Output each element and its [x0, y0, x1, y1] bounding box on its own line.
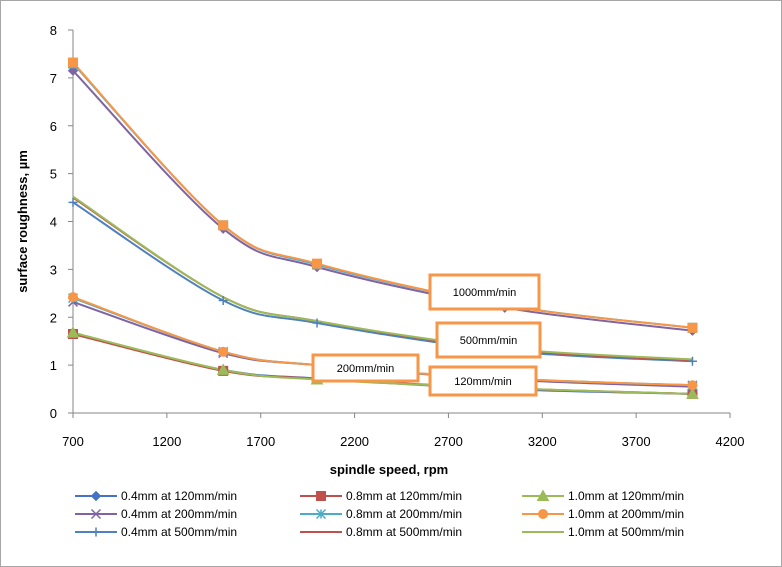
data-point	[66, 326, 80, 338]
y-tick-label: 4	[50, 215, 57, 230]
annotation-box	[311, 353, 420, 383]
legend-item-label: 0.4mm at 120mm/min	[121, 489, 237, 503]
x-tick-label: 1700	[246, 434, 275, 449]
data-point	[216, 363, 230, 375]
legend-swatch-marker	[90, 508, 102, 520]
legend-item-label: 0.8mm at 120mm/min	[346, 489, 462, 503]
legend-item-label: 1.0mm at 120mm/min	[568, 489, 684, 503]
data-point	[312, 318, 322, 328]
data-point	[68, 57, 78, 68]
legend-swatch-marker	[316, 491, 326, 501]
legend-swatch-marker	[536, 489, 550, 501]
legend-item-label: 0.8mm at 500mm/min	[346, 525, 462, 539]
y-axis-label: surface roughness, µm	[15, 150, 30, 293]
x-tick-label: 4200	[716, 434, 745, 449]
annotation-label: 1000mm/min	[453, 287, 517, 299]
legend-swatch-marker	[315, 508, 327, 520]
series-line	[72, 195, 693, 361]
legend: 0.4mm at 120mm/min 0.8mm at 120mm/min 1.0m…	[75, 489, 684, 539]
x-tick-label: 2700	[434, 434, 463, 449]
data-point	[68, 292, 78, 303]
series-line	[72, 70, 693, 332]
data-point	[68, 197, 78, 207]
annotation-box	[428, 273, 541, 311]
series-lines	[72, 61, 693, 395]
data-point	[218, 346, 229, 357]
series-markers	[66, 57, 699, 400]
data-point	[687, 356, 697, 366]
y-tick-label: 5	[50, 167, 57, 182]
data-point	[687, 380, 698, 391]
data-point	[687, 322, 698, 333]
annotation-label: 200mm/min	[337, 363, 394, 375]
annotation-label: 500mm/min	[460, 335, 517, 347]
legend-item-label: 1.0mm at 500mm/min	[568, 525, 684, 539]
y-tick-label: 8	[50, 23, 57, 38]
x-tick-labels: 700 1200 1700 2200 2700 3200 3700 4200	[62, 434, 744, 449]
legend-swatch-marker	[538, 509, 548, 519]
y-tick-label: 0	[50, 406, 57, 421]
x-tick-label: 1200	[152, 434, 181, 449]
x-axis-label: spindle speed, rpm	[330, 462, 448, 477]
y-tick-label: 6	[50, 119, 57, 134]
series-line	[72, 201, 693, 363]
y-tick-label: 3	[50, 262, 57, 277]
legend-swatch-marker	[90, 490, 102, 502]
annotation-box	[435, 321, 542, 359]
axes	[68, 29, 731, 418]
legend-item-label: 0.4mm at 200mm/min	[121, 507, 237, 521]
y-tick-label: 2	[50, 310, 57, 325]
x-tick-label: 700	[62, 434, 84, 449]
y-tick-label: 1	[50, 358, 57, 373]
y-tick-label: 7	[50, 71, 57, 86]
legend-swatch-marker	[91, 527, 101, 537]
series-line	[72, 62, 693, 329]
data-point	[218, 295, 228, 305]
annotation-box	[428, 365, 538, 397]
data-point	[218, 220, 229, 231]
y-tick-labels: 0 1 2 3 4 5 6 7 8	[50, 23, 57, 421]
annotation-label: 120mm/min	[454, 376, 511, 388]
legend-item-label: 1.0mm at 200mm/min	[568, 507, 684, 521]
x-tick-label: 3700	[622, 434, 651, 449]
data-point	[312, 258, 323, 269]
data-point	[686, 387, 699, 399]
legend-item-label: 0.8mm at 200mm/min	[346, 507, 462, 521]
annotations: 1000mm/min 500mm/min 200mm/min 120mm/min	[311, 273, 542, 397]
legend-item-label: 0.4mm at 500mm/min	[121, 525, 237, 539]
x-tick-label: 2200	[340, 434, 369, 449]
x-tick-label: 3200	[528, 434, 557, 449]
series-line	[72, 61, 693, 329]
